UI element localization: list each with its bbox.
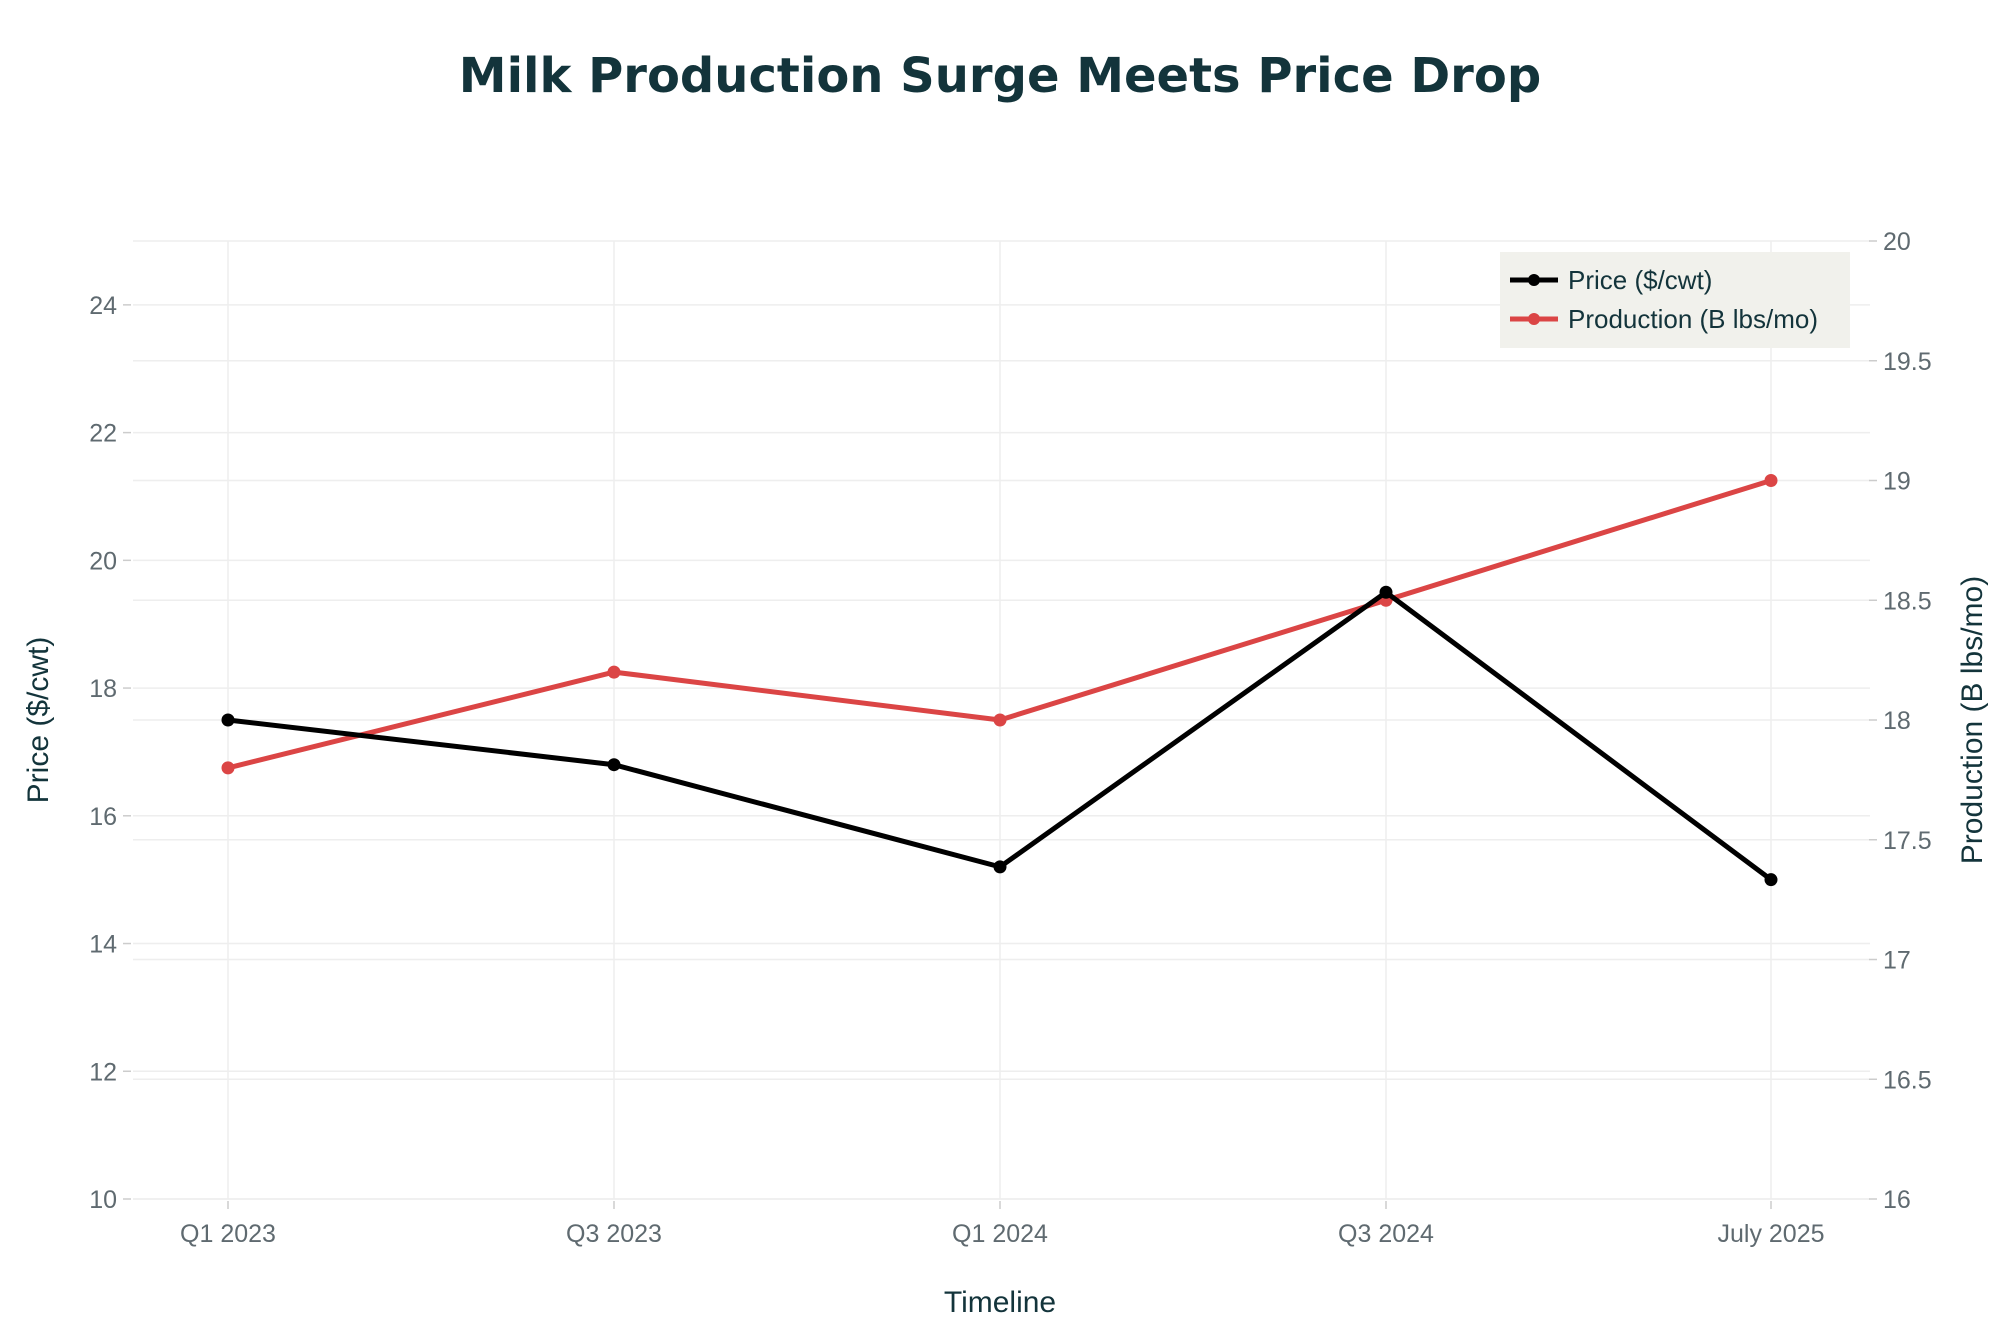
data-point-production (607, 665, 621, 679)
legend-label-production: Production (B lbs/mo) (1568, 304, 1818, 334)
y2-tick-label: 16.5 (1883, 1066, 1932, 1094)
y2-tick-label: 19.5 (1883, 348, 1932, 376)
y-axis-left: 10 12 14 16 18 20 22 24 (89, 292, 131, 1214)
x-axis-title: Timeline (944, 1286, 1056, 1319)
y-tick-label: 10 (89, 1186, 117, 1214)
legend-item-production[interactable]: Production (B lbs/mo) (1510, 304, 1818, 334)
y-axis-right: 16 16.5 17 17.5 18 18.5 19 19.5 20 (1869, 228, 1932, 1214)
data-point-production (1764, 474, 1778, 487)
y2-tick-label: 20 (1883, 228, 1911, 256)
legend: Price ($/cwt) Production (B lbs/mo) (1500, 252, 1850, 348)
series-layer (221, 474, 1778, 887)
y2-tick-label: 18.5 (1883, 587, 1932, 615)
x-tick-label: Q3 2024 (1338, 1220, 1434, 1248)
data-point-price (221, 713, 235, 727)
y2-tick-label: 18 (1883, 707, 1911, 735)
data-point-production (993, 713, 1007, 727)
legend-background (1500, 252, 1850, 348)
y-tick-label: 14 (89, 931, 117, 959)
x-tick-label: Q3 2023 (566, 1220, 662, 1248)
y-axis-title: Price ($/cwt) (22, 637, 55, 804)
legend-label-price: Price ($/cwt) (1568, 265, 1712, 295)
y2-axis-title: Production (B lbs/mo) (1956, 576, 1989, 864)
data-point-price (607, 758, 621, 772)
legend-marker-price (1528, 274, 1540, 286)
y-tick-label: 16 (89, 803, 117, 831)
data-point-production (221, 761, 235, 775)
y2-tick-label: 17.5 (1883, 827, 1932, 855)
x-tick-label: Q1 2023 (180, 1220, 276, 1248)
chart-title: Milk Production Surge Meets Price Drop (459, 48, 1541, 104)
data-point-price (1379, 585, 1393, 599)
legend-item-price[interactable]: Price ($/cwt) (1510, 265, 1712, 295)
y-tick-label: 24 (89, 292, 117, 320)
y2-tick-label: 16 (1883, 1186, 1911, 1214)
data-point-price (993, 860, 1007, 874)
data-point-price (1764, 873, 1778, 887)
y-tick-label: 12 (89, 1058, 117, 1086)
x-tick-label: Q1 2024 (952, 1220, 1048, 1248)
y-tick-label: 18 (89, 675, 117, 703)
x-tick-label: July 2025 (1717, 1220, 1824, 1248)
y-tick-label: 20 (89, 547, 117, 575)
y2-tick-label: 17 (1883, 947, 1911, 975)
y-tick-label: 22 (89, 420, 117, 448)
legend-marker-production (1528, 313, 1540, 325)
y2-tick-label: 19 (1883, 468, 1911, 496)
x-axis: Q1 2023 Q3 2023 Q1 2024 Q3 2024 July 2025 (180, 1201, 1825, 1248)
